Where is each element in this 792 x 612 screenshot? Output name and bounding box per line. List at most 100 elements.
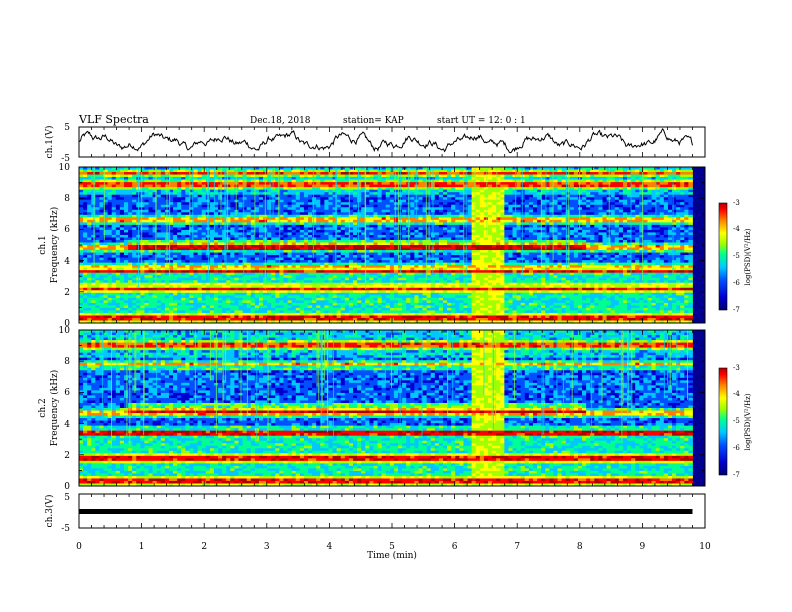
ch1-spec-cell (168, 239, 174, 243)
ch1-spec-cell (320, 302, 325, 306)
ch1-spec-cell (99, 172, 104, 175)
ch1-spec-cell (140, 290, 145, 294)
ch1-spec-cell (234, 255, 239, 258)
ch1-spec-cell (99, 260, 104, 264)
ch1-spec-cell (173, 237, 178, 241)
ch1-spec-cell (115, 194, 121, 198)
ch1-spec-cell (242, 262, 248, 266)
ch1-spec-cell (258, 320, 264, 324)
ch1-spec-cell (128, 167, 133, 170)
ch1-spec-cell (185, 285, 190, 289)
ch1-spec-cell (308, 290, 313, 294)
ch1-spec-cell (173, 192, 178, 196)
ch1-spec-cell (193, 265, 199, 269)
ch1-spec-cell (373, 297, 378, 301)
ch1-spec-cell (295, 245, 301, 248)
ch1-spec-cell (402, 310, 407, 314)
ch1-spec-cell (332, 300, 338, 304)
ch1-spec-cell (275, 260, 280, 264)
ch1-spec-cell (107, 252, 113, 256)
ch1-spec-cell (197, 169, 203, 173)
ch1-spec-cell (369, 292, 374, 296)
ch1-spec-cell (373, 199, 378, 203)
ch1-spec-cell (87, 287, 92, 291)
ch1-spec-cell (111, 214, 117, 218)
ch1-spec-cell (279, 194, 284, 198)
ch1-spec-cell (316, 285, 321, 289)
ch1-spec-cell (156, 207, 162, 211)
ch1-spec-cell (103, 169, 109, 173)
ch1-spec-cell (99, 167, 104, 170)
ch1-spec-cell (209, 305, 215, 309)
ch1-spec-cell (156, 237, 162, 241)
ch1-spec-cell (308, 227, 313, 231)
ch1-spec-cell (275, 257, 280, 261)
ch1-spec-cell (152, 199, 158, 203)
ch1-spec-cell (103, 189, 109, 193)
ch1-spec-cell (140, 167, 145, 170)
ch1-spec-cell (95, 177, 100, 180)
ch1-spec-cell (291, 295, 297, 299)
ch1-spec-cell (181, 287, 186, 291)
ch1-spec-cell (361, 184, 366, 188)
ch1-spec-cell (103, 255, 109, 258)
ch1-spec-cell (336, 317, 342, 321)
ch1-spec-cell (189, 245, 194, 248)
ch1-spec-cell (357, 275, 362, 279)
ch1-spec-cell (402, 212, 407, 216)
ch1-spec-cell (365, 217, 370, 221)
ch1-spec-cell (91, 270, 96, 274)
ch1-spec-cell (168, 197, 174, 201)
ch1-spec-cell (369, 245, 374, 248)
ch1-spec-cell (271, 300, 276, 304)
ch1-spec-cell (377, 312, 383, 316)
ch1-spec-cell (87, 202, 92, 206)
ch1-spec-cell (115, 189, 121, 193)
ch1-spec-cell (95, 237, 100, 241)
ch1-spec-cell (119, 169, 125, 173)
ch1-spec-cell (156, 245, 162, 248)
ch1-spec-cell (275, 275, 280, 279)
ch1-spec-cell (303, 184, 309, 188)
ch1-spec-cell (324, 222, 329, 226)
ch1-spec-cell (160, 270, 166, 274)
ch1-spec-cell (283, 255, 288, 258)
ch1-spec-cell (250, 262, 256, 266)
ch1-spec-cell (173, 250, 178, 253)
ch1-spec-cell (357, 169, 362, 173)
ch1-spec-cell (111, 207, 117, 211)
ch1-spec-cell (99, 194, 104, 198)
ch1-spec-cell (381, 252, 387, 256)
ch1-spec-cell (177, 285, 182, 289)
ch1-spec-cell (348, 275, 354, 279)
ch1-spec-cell (389, 189, 395, 193)
ch1-spec-cell (393, 179, 399, 183)
ch1-spec-cell (344, 242, 350, 246)
ch1-spec-cell (303, 250, 309, 253)
ch1-spec-cell (234, 282, 239, 286)
ch1-spec-cell (250, 184, 256, 188)
ch1-spec-cell (340, 209, 346, 213)
ch1-spec-cell (258, 232, 264, 236)
ch1-spec-cell (312, 262, 317, 266)
ch1-spec-cell (320, 202, 325, 206)
ch1-spec-cell (344, 184, 350, 188)
ch1-spec-cell (79, 234, 84, 238)
ch1-spec-cell (226, 192, 231, 196)
ch1-spec-cell (201, 174, 207, 178)
ch1-spec-cell (258, 207, 264, 211)
ch1-spec-cell (303, 252, 309, 256)
ch1-spec-cell (173, 275, 178, 279)
ch1-spec-cell (119, 172, 125, 175)
ch1-spec-cell (242, 305, 248, 309)
ch1-spec-cell (103, 227, 109, 231)
ch1-spec-cell (283, 239, 288, 243)
ch1-spec-cell (308, 292, 313, 296)
ch1-spec-cell (353, 219, 358, 223)
ch1-spec-cell (197, 202, 203, 206)
ch1-spec-cell (357, 317, 362, 321)
ch1-spec-cell (140, 174, 145, 178)
ch1-spec-cell (299, 217, 305, 221)
ch1-spec-cell (193, 182, 199, 186)
ch1-spec-cell (320, 315, 325, 319)
